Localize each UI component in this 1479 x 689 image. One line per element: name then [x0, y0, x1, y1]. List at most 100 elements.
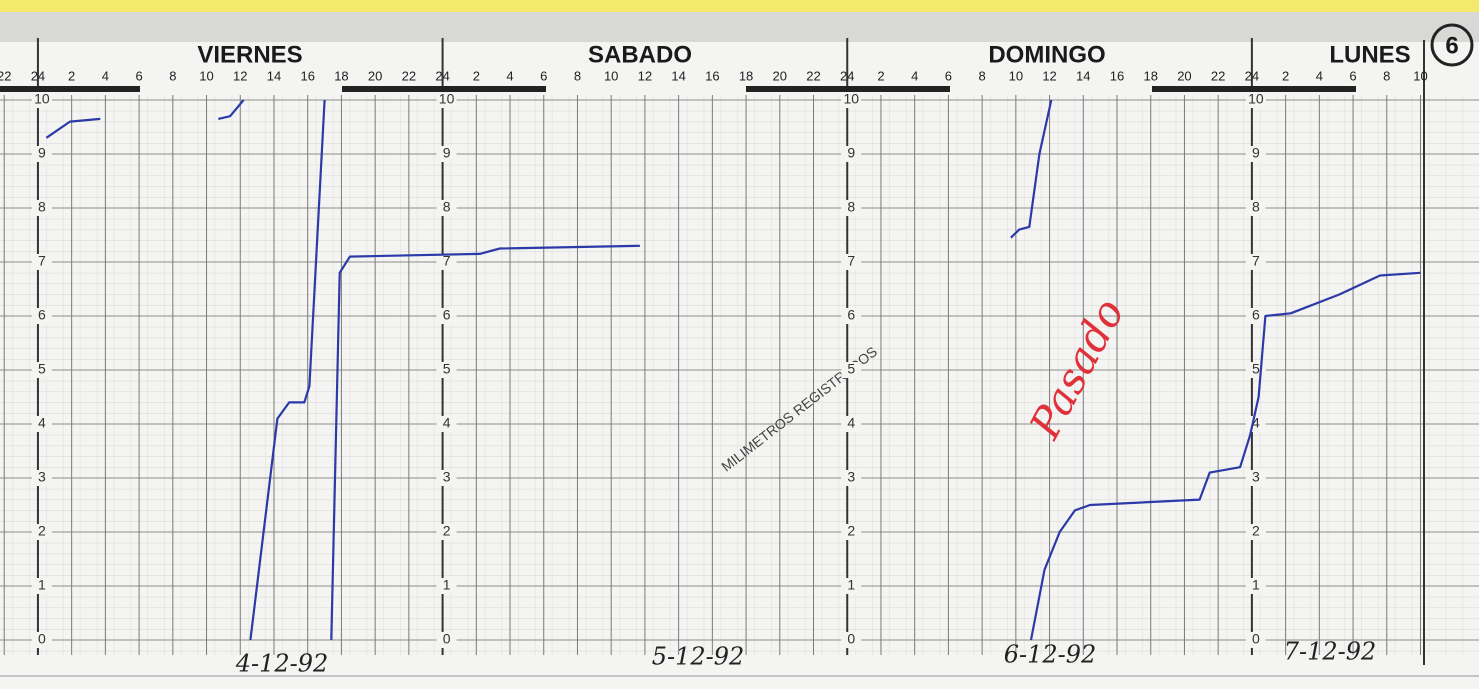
- y-tick-label: 3: [443, 469, 451, 485]
- x-tick-label: 4: [911, 68, 918, 83]
- label-bg: [31, 416, 52, 432]
- label-bg: [841, 578, 862, 594]
- label-bg: [841, 200, 862, 216]
- day-label: LUNES: [1329, 41, 1410, 68]
- y-tick-label: 6: [38, 307, 46, 323]
- day-label: DOMINGO: [988, 41, 1105, 68]
- label-bg: [31, 578, 52, 594]
- label-bg: [436, 416, 457, 432]
- y-tick-label: 7: [847, 253, 855, 269]
- y-tick-label: 8: [1252, 199, 1260, 215]
- x-tick-label: 10: [604, 68, 618, 83]
- y-tick-label: 7: [1252, 253, 1260, 269]
- y-tick-label: 7: [38, 253, 46, 269]
- date-label: 7-12-92: [1284, 638, 1377, 666]
- x-tick-label: 16: [1110, 68, 1124, 83]
- y-tick-label: 10: [34, 91, 50, 107]
- label-bg: [841, 632, 862, 648]
- x-tick-label: 6: [540, 68, 547, 83]
- grid: [0, 38, 1479, 655]
- y-tick-label: 2: [1252, 523, 1260, 539]
- x-tick-label: 18: [1143, 68, 1157, 83]
- x-tick-label: 14: [267, 68, 281, 83]
- x-tick-label: 16: [300, 68, 314, 83]
- y-tick-label: 9: [1252, 145, 1260, 161]
- y-tick-label: 2: [38, 523, 46, 539]
- night-bar: [746, 86, 950, 92]
- y-tick-label: 6: [1252, 307, 1260, 323]
- label-bg: [436, 254, 457, 270]
- y-tick-label: 1: [1252, 577, 1260, 593]
- y-tick-label: 0: [847, 631, 855, 647]
- x-tick-label: 22: [1211, 68, 1225, 83]
- x-tick-label: 14: [671, 68, 685, 83]
- y-tick-label: 5: [38, 361, 46, 377]
- y-tick-label: 9: [38, 145, 46, 161]
- day-label: SABADO: [588, 41, 692, 68]
- label-bg: [31, 524, 52, 540]
- label-bg: [841, 524, 862, 540]
- x-tick-label: 10: [199, 68, 213, 83]
- label-bg: [436, 308, 457, 324]
- y-tick-label: 3: [1252, 469, 1260, 485]
- x-tick-label: 6: [945, 68, 952, 83]
- label-bg: [31, 470, 52, 486]
- y-tick-label: 10: [843, 91, 859, 107]
- x-tick-label: 12: [1042, 68, 1056, 83]
- y-tick-label: 4: [847, 415, 855, 431]
- x-tick-label: 14: [1076, 68, 1090, 83]
- date-label: 5-12-92: [652, 643, 745, 671]
- label-bg: [31, 362, 52, 378]
- label-bg: [436, 470, 457, 486]
- y-tick-label: 8: [847, 199, 855, 215]
- label-bg: [841, 362, 862, 378]
- x-tick-label: 24: [435, 68, 449, 83]
- label-bg: [1245, 632, 1266, 648]
- x-tick-label: 2: [473, 68, 480, 83]
- y-tick-label: 5: [443, 361, 451, 377]
- minor-grid: [0, 95, 1479, 655]
- y-tick-label: 0: [38, 631, 46, 647]
- label-bg: [436, 524, 457, 540]
- y-tick-label: 2: [847, 523, 855, 539]
- x-tick-label: 8: [574, 68, 581, 83]
- y-tick-label: 4: [1252, 415, 1260, 431]
- label-bg: [1245, 308, 1266, 324]
- y-tick-label: 10: [1248, 91, 1264, 107]
- label-bg: [436, 632, 457, 648]
- y-tick-label: 7: [443, 253, 451, 269]
- label-bg: [1245, 146, 1266, 162]
- night-bar: [1152, 86, 1356, 92]
- y-tick-label: 5: [847, 361, 855, 377]
- x-tick-label: 2: [877, 68, 884, 83]
- label-bg: [841, 416, 862, 432]
- x-tick-label: 16: [705, 68, 719, 83]
- label-bg: [1245, 578, 1266, 594]
- page-number: 6: [1445, 32, 1458, 59]
- night-bars: [0, 86, 1356, 92]
- label-bg: [31, 200, 52, 216]
- label-bg: [436, 146, 457, 162]
- x-tick-label: 10: [1413, 68, 1427, 83]
- y-tick-label: 9: [847, 145, 855, 161]
- y-tick-label: 4: [443, 415, 451, 431]
- y-tick-label: 3: [847, 469, 855, 485]
- y-tick-label: 1: [443, 577, 451, 593]
- label-bg: [841, 470, 862, 486]
- y-tick-label: 4: [38, 415, 46, 431]
- y-tick-label: 8: [443, 199, 451, 215]
- y-tick-label: 8: [38, 199, 46, 215]
- x-tick-label: 20: [1177, 68, 1191, 83]
- x-tick-label: 22: [402, 68, 416, 83]
- x-tick-label: 20: [368, 68, 382, 83]
- label-bg: [841, 308, 862, 324]
- x-tick-label: 12: [638, 68, 652, 83]
- page-circle: [1430, 23, 1474, 67]
- y-tick-label: 9: [443, 145, 451, 161]
- night-bar: [342, 86, 546, 92]
- trace-line: [45, 99, 1421, 641]
- label-bg: [841, 92, 862, 108]
- x-tick-label: 10: [1009, 68, 1023, 83]
- label-bg: [436, 200, 457, 216]
